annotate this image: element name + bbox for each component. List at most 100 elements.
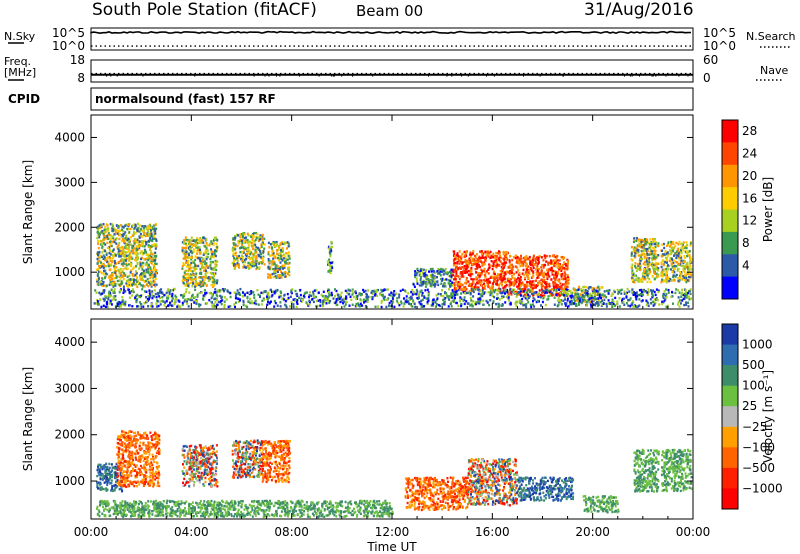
data-cell	[567, 276, 569, 279]
data-cell	[665, 268, 668, 271]
data-cell	[645, 273, 648, 276]
data-cell	[111, 224, 114, 227]
data-cell	[598, 295, 601, 298]
data-cell	[161, 292, 164, 295]
data-cell	[590, 300, 593, 303]
data-cell	[564, 290, 567, 293]
data-cell	[619, 289, 622, 292]
data-cell	[546, 268, 549, 272]
data-cell	[531, 258, 534, 262]
data-cell	[556, 274, 558, 278]
data-cell	[253, 251, 256, 255]
data-cell	[284, 275, 287, 278]
data-cell	[150, 226, 153, 230]
data-cell	[434, 276, 437, 279]
data-cell	[468, 262, 471, 266]
data-cell	[139, 232, 142, 236]
data-cell	[214, 263, 217, 266]
data-cell	[253, 296, 256, 299]
data-cell	[290, 289, 293, 292]
data-cell	[597, 285, 600, 289]
data-cell	[220, 303, 223, 306]
data-cell	[96, 236, 99, 240]
data-cell	[686, 263, 688, 266]
data-cell	[650, 248, 653, 252]
data-cell	[476, 301, 479, 305]
data-cell	[679, 254, 682, 257]
data-cell	[678, 256, 681, 259]
data-cell	[671, 258, 674, 262]
data-cell	[171, 297, 174, 300]
data-cell	[116, 304, 119, 308]
data-cell	[348, 292, 351, 296]
data-cell	[639, 292, 642, 296]
data-cell	[477, 292, 480, 296]
data-cell	[98, 226, 101, 229]
data-cell	[131, 234, 134, 237]
data-cell	[161, 296, 164, 299]
data-cell	[112, 273, 114, 276]
data-cell	[184, 257, 187, 261]
data-cell	[682, 249, 685, 252]
data-cell	[472, 250, 475, 253]
data-cell	[114, 271, 117, 274]
data-cell	[328, 245, 331, 248]
data-cell	[469, 304, 472, 307]
data-cell	[461, 266, 464, 269]
data-cell	[657, 275, 660, 278]
data-cell	[187, 246, 190, 250]
data-cell	[247, 256, 250, 260]
data-cell	[640, 257, 643, 261]
data-cell	[474, 254, 477, 258]
data-cell	[256, 289, 259, 292]
data-cell	[95, 291, 98, 294]
data-cell	[417, 294, 420, 297]
data-cell	[566, 260, 569, 263]
data-cell	[685, 277, 688, 280]
data-cell	[170, 304, 173, 307]
data-cell	[146, 297, 149, 301]
data-cell	[437, 303, 440, 307]
data-cell	[516, 300, 519, 303]
data-cell	[196, 242, 199, 245]
data-cell	[141, 229, 144, 233]
data-cell	[199, 267, 202, 271]
data-cell	[273, 262, 276, 265]
data-cell	[433, 285, 436, 288]
data-cell	[658, 303, 661, 306]
data-cell	[503, 290, 506, 294]
data-cell	[509, 255, 512, 258]
data-cell	[293, 299, 296, 302]
data-cell	[652, 294, 655, 297]
data-cell	[549, 261, 551, 264]
data-cell	[223, 303, 226, 307]
data-cell	[109, 280, 112, 284]
nave-point	[110, 74, 112, 77]
data-cell	[214, 272, 217, 275]
data-cell	[283, 298, 286, 301]
data-cell	[567, 262, 569, 265]
data-cell	[99, 223, 102, 226]
data-cell	[113, 297, 115, 300]
data-cell	[419, 302, 422, 306]
data-cell	[360, 299, 363, 302]
data-cell	[215, 293, 218, 296]
data-cell	[421, 298, 424, 301]
data-cell	[247, 261, 250, 265]
data-cell	[671, 295, 674, 298]
data-cell	[660, 255, 663, 258]
data-cell	[607, 302, 610, 305]
data-cell	[151, 239, 154, 243]
data-cell	[395, 292, 398, 295]
data-cell	[114, 273, 117, 276]
data-cell	[151, 274, 154, 277]
data-cell	[550, 270, 553, 274]
data-cell	[632, 273, 635, 277]
data-cell	[567, 289, 570, 293]
data-cell	[531, 281, 533, 285]
data-cell	[428, 281, 431, 284]
data-cell	[253, 264, 255, 268]
data-cell	[548, 275, 551, 278]
data-cell	[144, 239, 147, 243]
data-cell	[96, 262, 99, 265]
